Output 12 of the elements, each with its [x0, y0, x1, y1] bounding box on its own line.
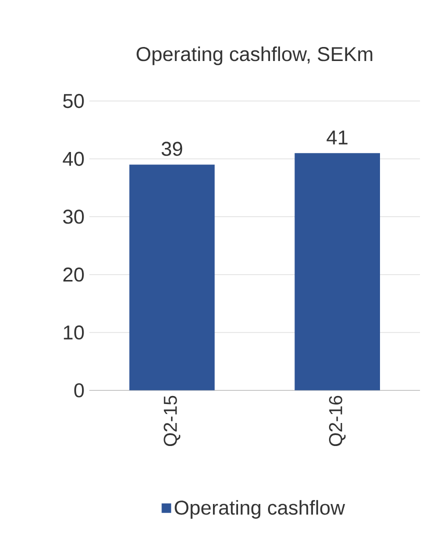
legend-label: Operating cashflow	[174, 500, 346, 519]
chart-title: Operating cashflow, SEKm	[136, 46, 372, 66]
y-tick-label: 40	[62, 152, 84, 166]
y-tick-label: 0	[74, 383, 84, 398]
data-label: 41	[326, 130, 348, 144]
data-label: 39	[162, 142, 182, 156]
x-tick-label: Q2-16	[329, 396, 346, 446]
y-tick-label: 10	[64, 325, 84, 340]
y-tick-label: 50	[63, 94, 84, 108]
x-tick-label: Q2-15	[164, 396, 180, 446]
y-tick-label: 30	[63, 210, 84, 224]
y-tick-label: 20	[63, 268, 84, 282]
